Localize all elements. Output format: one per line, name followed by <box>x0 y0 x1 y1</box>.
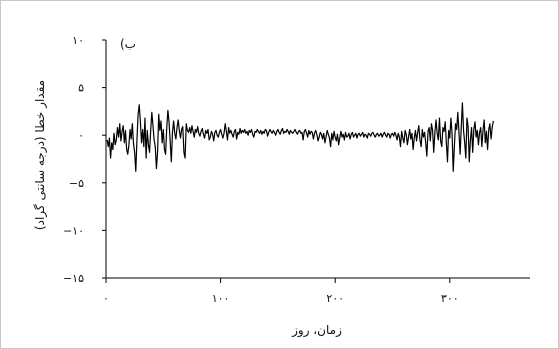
x-tick-label: ۳۰۰ <box>441 292 459 305</box>
y-axis-title: مقدار خطا (درجه سانتی گراد) <box>33 80 48 230</box>
x-tick-label: ۱۰۰ <box>212 292 230 305</box>
panel-label: ب) <box>120 37 136 51</box>
y-tick-label: ۰ <box>78 129 84 142</box>
x-tick-label: ۰ <box>103 292 109 305</box>
axes <box>105 40 530 279</box>
x-tick-label: ۲۰۰ <box>326 292 344 305</box>
y-tick-label: −۵ <box>69 177 84 190</box>
x-ticks: ۰ ۱۰۰ ۲۰۰ ۳۰۰ <box>103 278 459 305</box>
y-ticks: ۱۰ ۵ ۰ −۵ −۱۰ −۱۵ <box>63 34 106 285</box>
x-axis-title: زمان، روز <box>291 323 342 338</box>
series-line <box>106 102 494 172</box>
y-tick-label: ۵ <box>78 82 84 95</box>
y-tick-label: −۱۵ <box>63 272 84 285</box>
y-tick-label: ۱۰ <box>72 34 84 47</box>
y-tick-label: −۱۰ <box>63 224 84 237</box>
